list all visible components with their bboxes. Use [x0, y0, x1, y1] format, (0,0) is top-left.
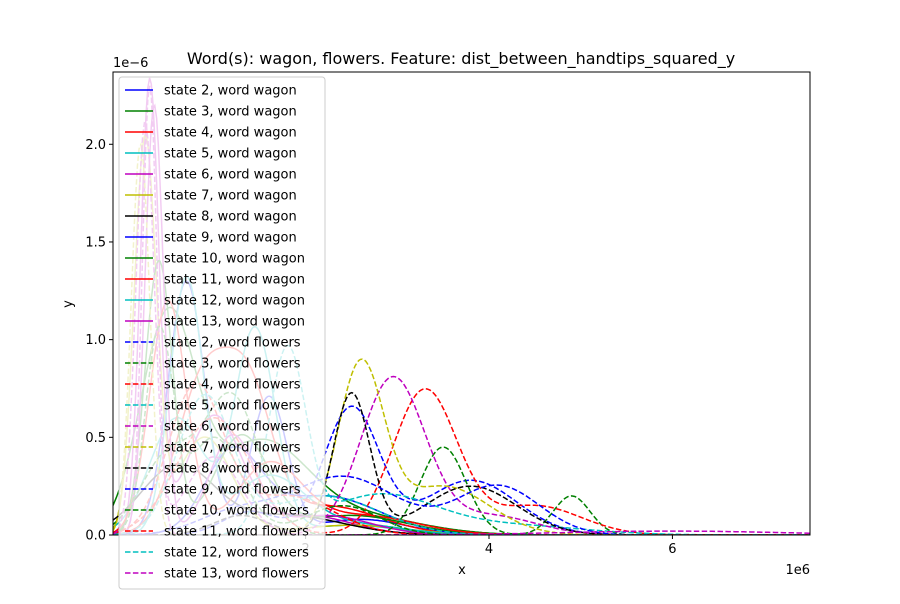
- x-axis-label: x: [458, 563, 466, 578]
- legend-entry: state 9, word flowers: [164, 483, 301, 498]
- y-tick-label: 1.5: [85, 235, 106, 250]
- legend-entry: state 7, word wagon: [164, 189, 297, 204]
- legend-entry: state 8, word wagon: [164, 210, 297, 225]
- legend-entry: state 4, word flowers: [164, 378, 301, 393]
- legend-entry: state 6, word flowers: [164, 420, 301, 435]
- y-tick-label: 0.5: [85, 431, 106, 446]
- y-tick-label: 1.0: [85, 333, 106, 348]
- legend-entry: state 13, word flowers: [164, 567, 309, 582]
- y-offset-label: 1e−6: [113, 56, 148, 71]
- legend-entry: state 7, word flowers: [164, 441, 301, 456]
- legend-entry: state 10, word flowers: [164, 504, 309, 519]
- x-tick-label: 4: [485, 542, 493, 557]
- legend-entry: state 13, word wagon: [164, 315, 305, 330]
- legend-entry: state 8, word flowers: [164, 462, 301, 477]
- y-axis: 0.0 0.5 1.0 1.5 2.0: [85, 138, 113, 544]
- x-tick-label: 6: [668, 542, 676, 557]
- series-line-18: [113, 142, 810, 535]
- plot-frame: [112, 71, 811, 536]
- legend-entry: state 3, word wagon: [164, 105, 297, 120]
- y-tick-label: 2.0: [85, 138, 106, 153]
- legend-entry: state 2, word wagon: [164, 84, 297, 99]
- legend-entry: state 11, word wagon: [164, 273, 305, 288]
- legend-entry: state 5, word flowers: [164, 399, 301, 414]
- legend-entry: state 10, word wagon: [164, 252, 305, 267]
- chart-title: Word(s): wagon, flowers. Feature: dist_b…: [187, 49, 735, 69]
- legend-entry: state 2, word flowers: [164, 336, 301, 351]
- x-axis: 246: [301, 535, 677, 557]
- x-offset-label: 1e6: [785, 563, 810, 578]
- legend-entry: state 4, word wagon: [164, 126, 297, 141]
- legend: state 2, word wagon state 3, word wagon st…: [118, 76, 326, 590]
- y-axis-label: y: [61, 300, 76, 308]
- legend-entry: state 5, word wagon: [164, 147, 297, 162]
- legend-entry: state 6, word wagon: [164, 168, 297, 183]
- y-tick-label: 0.0: [85, 529, 106, 544]
- legend-entry: state 3, word flowers: [164, 357, 301, 372]
- legend-entry: state 12, word flowers: [164, 546, 309, 561]
- legend-entry: state 12, word wagon: [164, 294, 305, 309]
- legend-entry: state 9, word wagon: [164, 231, 297, 246]
- legend-entry: state 11, word flowers: [164, 525, 309, 540]
- legend-box: [118, 76, 326, 590]
